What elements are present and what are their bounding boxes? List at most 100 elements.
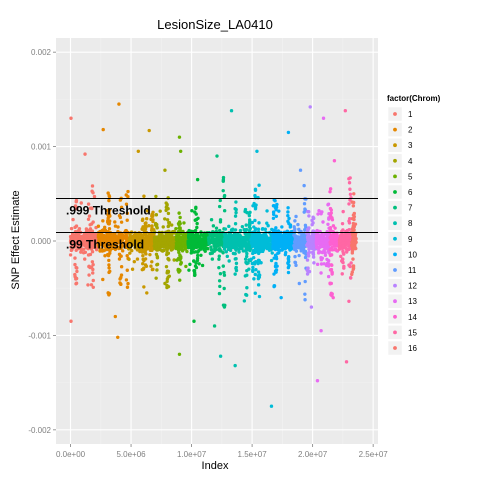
point-extreme xyxy=(218,354,223,358)
point xyxy=(147,240,152,245)
point xyxy=(107,240,111,244)
point xyxy=(286,213,290,218)
point xyxy=(70,232,75,236)
point xyxy=(91,278,95,283)
point xyxy=(217,242,222,246)
point xyxy=(209,248,214,252)
point xyxy=(349,261,353,265)
point xyxy=(341,257,345,261)
point xyxy=(111,238,116,243)
point xyxy=(118,277,122,281)
point xyxy=(217,228,222,233)
point xyxy=(221,251,225,255)
point xyxy=(182,221,186,225)
point xyxy=(333,247,337,252)
point xyxy=(221,178,226,182)
point xyxy=(328,190,332,194)
point xyxy=(144,252,148,256)
point-extreme xyxy=(116,335,120,340)
point xyxy=(130,267,135,271)
point xyxy=(325,235,330,239)
point xyxy=(256,283,261,287)
series-chrom-14 xyxy=(328,159,341,300)
point xyxy=(193,210,197,214)
point xyxy=(296,241,301,246)
legend-label: 2 xyxy=(408,126,413,135)
point-extreme xyxy=(136,149,141,153)
point xyxy=(328,226,333,230)
point xyxy=(341,244,345,248)
point xyxy=(177,243,181,247)
point xyxy=(145,209,150,213)
point xyxy=(168,242,172,246)
point xyxy=(161,234,166,238)
x-tick-label: 1.5e+07 xyxy=(238,450,268,459)
point xyxy=(177,268,181,272)
point xyxy=(107,194,111,198)
point xyxy=(149,264,153,268)
point xyxy=(296,222,300,227)
legend-item-9: 9 xyxy=(387,231,413,247)
point xyxy=(116,225,120,229)
point xyxy=(154,213,159,217)
x-tick-label: 2.0e+07 xyxy=(298,450,328,459)
point xyxy=(124,278,129,282)
point xyxy=(263,242,267,246)
point xyxy=(125,218,129,222)
point-extreme xyxy=(279,295,283,300)
point xyxy=(150,214,154,218)
point xyxy=(244,254,249,259)
point xyxy=(329,267,334,272)
point xyxy=(316,251,321,255)
x-tick-label: 5.0e+06 xyxy=(116,450,146,459)
point xyxy=(244,292,248,297)
point xyxy=(350,270,354,274)
y-tick-label: 0.001 xyxy=(31,143,52,152)
x-tick-label: 0.0e+00 xyxy=(56,450,86,459)
point-extreme xyxy=(177,135,182,139)
point xyxy=(168,237,173,242)
series-chrom-2 xyxy=(96,102,131,340)
point xyxy=(248,210,252,215)
point xyxy=(97,245,101,249)
point xyxy=(184,264,188,269)
point xyxy=(91,262,95,267)
point xyxy=(274,214,279,218)
legend-label: 15 xyxy=(408,328,417,337)
point xyxy=(141,267,146,271)
y-axis: 0.002 0.001 0.000 -0.001 -0.002 xyxy=(28,48,56,435)
point-extreme xyxy=(352,192,356,196)
point xyxy=(128,246,132,250)
series-chrom-11 xyxy=(292,168,309,302)
point xyxy=(277,209,281,213)
point xyxy=(283,234,287,239)
point xyxy=(232,232,237,237)
legend-item-3: 3 xyxy=(387,137,413,153)
point xyxy=(187,228,191,233)
point xyxy=(136,232,141,236)
point xyxy=(273,269,278,273)
point xyxy=(90,250,95,254)
point xyxy=(70,235,74,240)
point xyxy=(119,254,123,258)
point xyxy=(352,217,356,222)
point xyxy=(247,225,252,229)
point xyxy=(176,256,181,261)
point xyxy=(166,269,171,274)
series-chrom-9 xyxy=(249,149,275,408)
point xyxy=(247,213,252,218)
point xyxy=(348,176,352,180)
point xyxy=(195,237,199,242)
point xyxy=(329,253,334,257)
point xyxy=(108,249,112,253)
point xyxy=(289,240,293,244)
x-axis: 0.0e+00 5.0e+06 1.0e+07 1.5e+07 2.0e+07 2.5e+… xyxy=(56,444,388,459)
series-chrom-16 xyxy=(349,192,358,277)
point xyxy=(253,207,258,211)
point xyxy=(196,253,200,258)
point xyxy=(192,259,196,263)
point xyxy=(166,275,170,279)
point xyxy=(166,232,170,236)
point xyxy=(278,241,283,245)
y-tick-label: -0.002 xyxy=(28,426,51,435)
